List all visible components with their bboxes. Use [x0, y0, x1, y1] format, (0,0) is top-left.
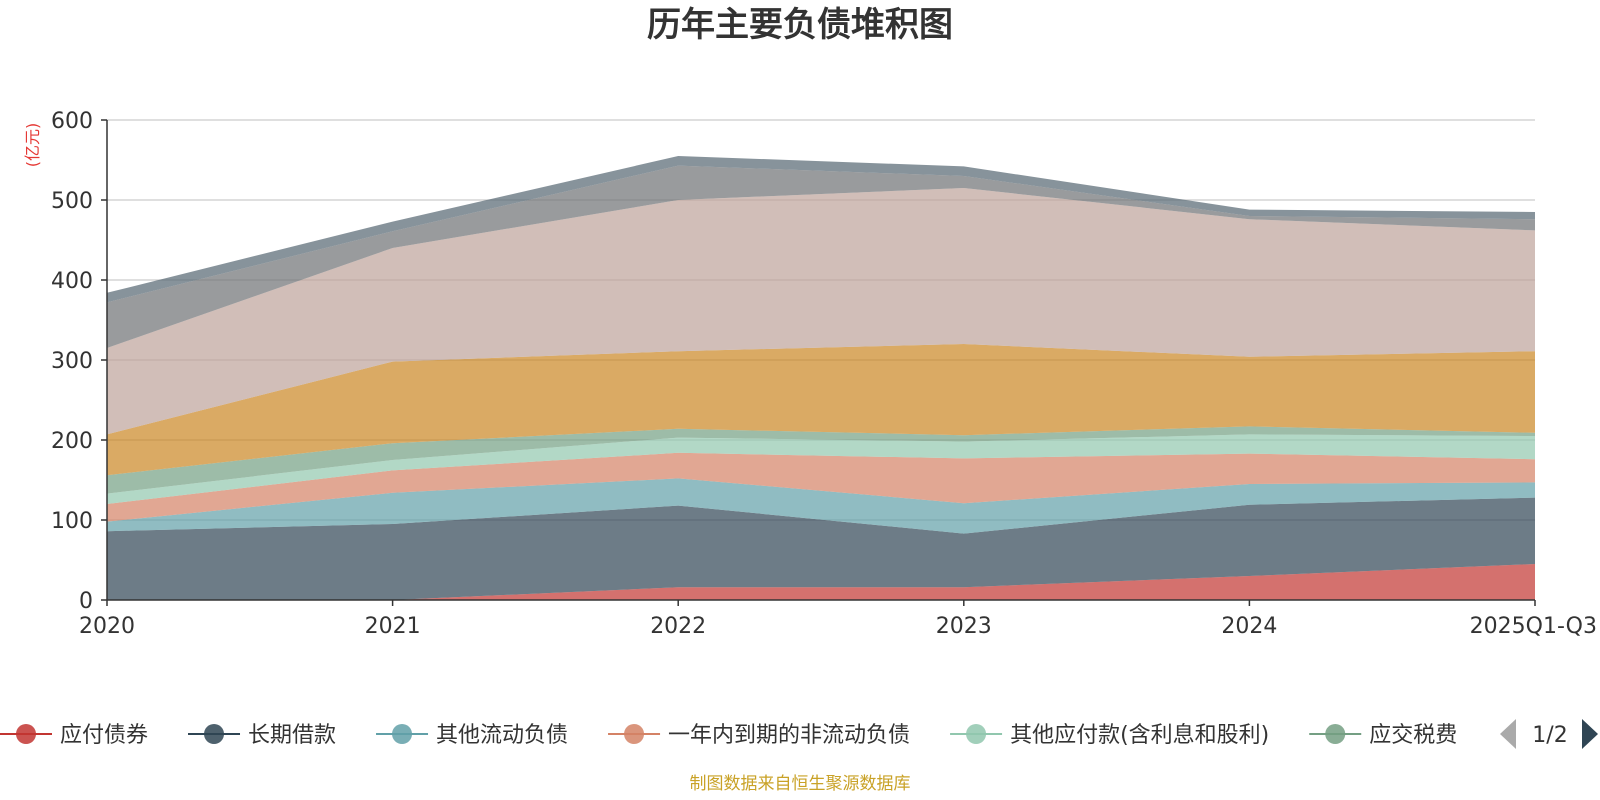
- y-tick-label: 200: [51, 429, 93, 454]
- pager-text: 1/2: [1532, 723, 1567, 748]
- pager-prev-icon[interactable]: [1500, 719, 1516, 749]
- x-tick-label: 2020: [79, 614, 135, 639]
- legend-item[interactable]: 应付债券: [0, 723, 148, 748]
- legend: 应付债券 长期借款 其他流动负债 一年内到期的非流动负债 其他应付款(含利息和股利) 应交…: [0, 723, 1533, 748]
- legend-marker: [392, 724, 413, 744]
- y-tick-label: 500: [51, 189, 93, 214]
- data-source-note: 制图数据来自恒生聚源数据库: [690, 774, 911, 794]
- legend-item[interactable]: 应交税费: [1309, 723, 1457, 748]
- area-series-7[interactable]: [107, 188, 1535, 435]
- y-tick-label: 300: [51, 349, 93, 374]
- legend-label: 应付债券: [60, 723, 148, 748]
- area-series-1[interactable]: [107, 497, 1535, 600]
- legend-marker: [1325, 724, 1346, 744]
- area-series: [107, 156, 1535, 600]
- legend-item[interactable]: 一年内到期的非流动负债: [608, 723, 910, 748]
- y-tick-label: 600: [51, 109, 93, 134]
- legend-marker: [966, 724, 987, 744]
- axes: 2020 2021 2022 2023 2024 2025Q1-Q3: [79, 119, 1597, 639]
- x-tick-label: 2023: [936, 614, 992, 639]
- pager-next-icon[interactable]: [1582, 719, 1598, 749]
- area-series-8[interactable]: [107, 165, 1535, 348]
- area-series-5[interactable]: [107, 426, 1535, 494]
- x-tick-label: 2025Q1-Q3: [1470, 614, 1597, 639]
- legend-marker: [16, 724, 36, 744]
- legend-marker: [1513, 724, 1533, 744]
- area-series-3[interactable]: [107, 452, 1535, 522]
- x-tick-label: 2022: [650, 614, 706, 639]
- area-series-6[interactable]: [107, 344, 1535, 476]
- legend-item[interactable]: 长期借款: [188, 723, 336, 748]
- legend-marker: [624, 724, 645, 744]
- y-tick-label: 100: [51, 509, 93, 534]
- area-series-2[interactable]: [107, 478, 1535, 534]
- y-tick-label: 0: [79, 589, 93, 614]
- y-axis-unit: (亿元): [23, 123, 42, 168]
- legend-label: 一年内到期的非流动负债: [668, 723, 910, 748]
- x-tick-label: 2021: [365, 614, 421, 639]
- x-tick-label: 2024: [1221, 614, 1277, 639]
- legend-label: 长期借款: [248, 723, 336, 748]
- legend-marker: [204, 724, 225, 744]
- legend-label: 应交税费: [1369, 723, 1457, 748]
- chart-title: 历年主要负债堆积图: [647, 5, 953, 45]
- area-series-9[interactable]: [107, 156, 1535, 303]
- legend-pager: 1/2: [1500, 719, 1598, 749]
- area-series-4[interactable]: [107, 434, 1535, 504]
- y-tick-label: 400: [51, 269, 93, 294]
- legend-label: 其他流动负债: [436, 723, 568, 748]
- legend-item[interactable]: 其他应付款(含利息和股利): [950, 723, 1269, 748]
- legend-label: 其他应付款(含利息和股利): [1010, 723, 1269, 748]
- legend-item[interactable]: 其他流动负债: [376, 723, 568, 748]
- area-series-0[interactable]: [107, 564, 1535, 600]
